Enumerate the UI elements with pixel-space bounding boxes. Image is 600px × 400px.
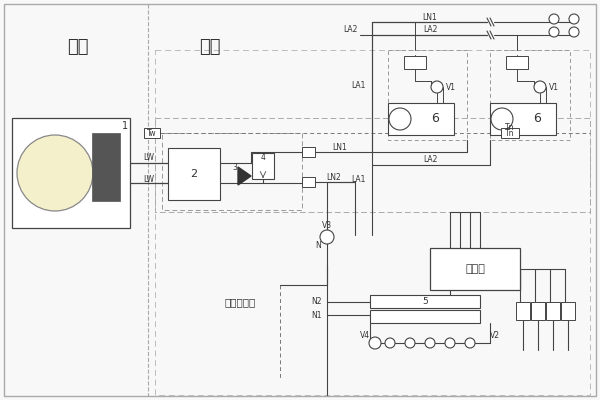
- Text: V1: V1: [549, 82, 559, 92]
- Bar: [144, 128, 160, 138]
- Text: LA2: LA2: [344, 26, 358, 34]
- Text: LW: LW: [143, 174, 155, 184]
- Circle shape: [385, 338, 395, 348]
- Text: 5: 5: [422, 296, 428, 306]
- Text: LN1: LN1: [422, 12, 437, 22]
- Circle shape: [465, 338, 475, 348]
- Bar: [252, 153, 274, 179]
- Text: V4: V4: [360, 330, 370, 340]
- Text: LA1: LA1: [352, 80, 366, 90]
- Circle shape: [445, 338, 455, 348]
- Bar: [388, 103, 454, 135]
- Text: N1: N1: [311, 310, 322, 320]
- Circle shape: [369, 337, 381, 349]
- Bar: [12, 118, 130, 228]
- Bar: [430, 248, 520, 290]
- Text: LA2: LA2: [423, 156, 437, 164]
- Text: 3: 3: [233, 164, 238, 172]
- Text: LW: LW: [143, 154, 155, 162]
- Polygon shape: [238, 167, 251, 185]
- Text: 白来水补水: 白来水补水: [224, 297, 256, 307]
- Text: V3: V3: [322, 222, 332, 230]
- Circle shape: [491, 108, 513, 130]
- Text: N: N: [315, 240, 321, 250]
- Text: LN2: LN2: [326, 172, 341, 182]
- Text: V2: V2: [490, 330, 500, 340]
- Circle shape: [569, 27, 579, 37]
- Bar: [546, 302, 560, 320]
- Text: 6: 6: [431, 112, 439, 126]
- Text: 控制器: 控制器: [465, 264, 485, 274]
- Text: N2: N2: [311, 298, 322, 306]
- Text: 4: 4: [260, 152, 265, 162]
- Bar: [302, 147, 314, 157]
- Bar: [561, 302, 575, 320]
- Bar: [302, 177, 314, 187]
- Text: 室外: 室外: [67, 38, 89, 56]
- Circle shape: [534, 81, 546, 93]
- Text: 6: 6: [533, 112, 541, 126]
- Circle shape: [17, 135, 93, 211]
- Bar: [501, 128, 519, 138]
- Text: 2: 2: [190, 169, 197, 179]
- Text: 室内: 室内: [199, 38, 221, 56]
- Text: LA2: LA2: [423, 26, 437, 34]
- Circle shape: [549, 27, 559, 37]
- Circle shape: [569, 14, 579, 24]
- Text: 1: 1: [122, 121, 128, 131]
- Bar: [370, 295, 480, 308]
- Circle shape: [320, 230, 334, 244]
- Text: LA1: LA1: [352, 176, 366, 184]
- Circle shape: [405, 338, 415, 348]
- Text: Tn: Tn: [505, 124, 515, 132]
- Bar: [92, 133, 120, 201]
- Text: LN1: LN1: [332, 142, 347, 152]
- Bar: [531, 302, 545, 320]
- Bar: [516, 302, 530, 320]
- Bar: [506, 56, 528, 68]
- Circle shape: [431, 81, 443, 93]
- Text: V1: V1: [446, 82, 456, 92]
- Text: Tw: Tw: [147, 128, 157, 138]
- Bar: [404, 56, 426, 68]
- Circle shape: [549, 14, 559, 24]
- Bar: [370, 310, 480, 323]
- Bar: [168, 148, 220, 200]
- Circle shape: [389, 108, 411, 130]
- Bar: [490, 103, 556, 135]
- Text: Tn: Tn: [505, 128, 515, 138]
- Circle shape: [425, 338, 435, 348]
